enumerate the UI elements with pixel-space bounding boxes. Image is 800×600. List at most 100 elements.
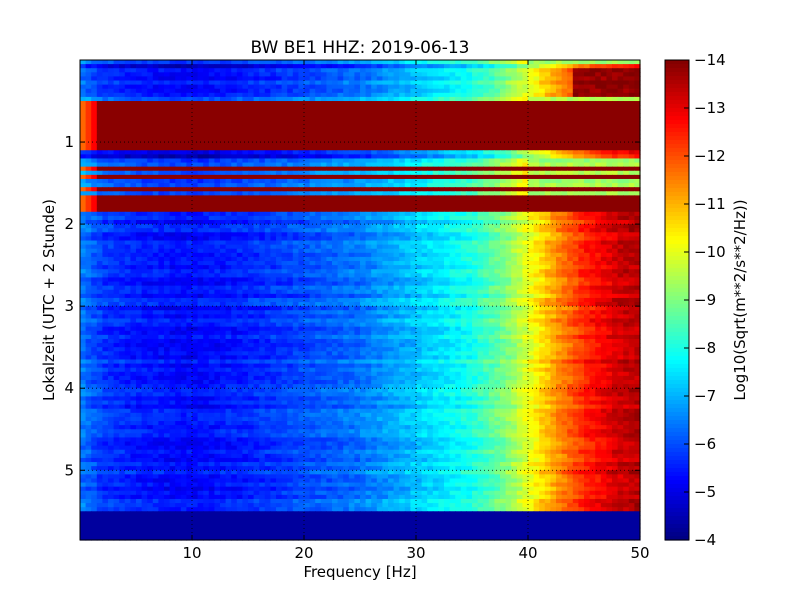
spectrogram-cell	[119, 96, 126, 102]
spectrogram-cell	[276, 178, 283, 184]
spectrogram-cell	[80, 68, 87, 73]
spectrogram-cell	[371, 121, 378, 127]
spectrogram-cell	[533, 68, 540, 73]
spectrogram-cell	[449, 203, 456, 209]
spectrogram-cell	[203, 162, 210, 168]
spectrogram-cell	[522, 195, 529, 201]
spectrogram-cell	[276, 142, 283, 147]
spectrogram-cell	[477, 211, 484, 217]
spectrogram-cell	[404, 142, 411, 147]
spectrogram-cell	[192, 72, 199, 78]
spectrogram-cell	[561, 166, 568, 172]
spectrogram-cell	[472, 240, 479, 246]
spectrogram-cell	[522, 252, 529, 258]
spectrogram-cell	[304, 228, 311, 233]
spectrogram-cell	[248, 137, 255, 143]
spectrogram-cell	[119, 174, 126, 180]
spectrogram-cell	[124, 207, 131, 213]
spectrogram-cell	[472, 113, 479, 119]
spectrogram-cell	[522, 256, 529, 262]
spectrogram-cell	[298, 240, 305, 246]
spectrogram-cell	[399, 105, 406, 110]
spectrogram-cell	[315, 211, 322, 217]
spectrogram-cell	[343, 211, 350, 217]
spectrogram-cell	[315, 215, 322, 221]
spectrogram-cell	[119, 178, 126, 184]
spectrogram-cell	[236, 137, 243, 143]
spectrogram-cell	[152, 129, 159, 135]
spectrogram-cell	[192, 64, 199, 69]
spectrogram-cell	[220, 187, 227, 192]
spectrogram-cell	[388, 72, 395, 78]
spectrogram-cell	[444, 133, 451, 139]
spectrogram-cell	[164, 101, 171, 106]
spectrogram-cell	[231, 191, 238, 196]
spectrogram-cell	[259, 129, 266, 135]
spectrogram-cell	[376, 252, 383, 258]
spectrogram-cell	[130, 162, 137, 168]
spectrogram-cell	[343, 117, 350, 123]
spectrogram-cell	[388, 158, 395, 164]
spectrogram-cell	[264, 109, 271, 114]
spectrogram-cell	[91, 211, 98, 217]
spectrogram-cell	[477, 68, 484, 73]
spectrogram-cell	[427, 60, 434, 65]
spectrogram-cell	[343, 68, 350, 73]
spectrogram-cell	[600, 113, 607, 119]
spectrogram-cell	[343, 207, 350, 213]
spectrogram-cell	[85, 199, 92, 205]
spectrogram-cell	[550, 101, 557, 106]
spectrogram-cell	[634, 72, 641, 78]
spectrogram-cell	[270, 220, 277, 225]
spectrogram-cell	[444, 88, 451, 94]
spectrogram-cell	[253, 137, 260, 143]
spectrogram-cell	[130, 76, 137, 82]
spectrogram-cell	[623, 224, 630, 229]
spectrogram-cell	[259, 199, 266, 205]
spectrogram-cell	[477, 84, 484, 90]
spectrogram-cell	[337, 183, 344, 188]
spectrogram-cell	[180, 187, 187, 192]
spectrogram-cell	[460, 64, 467, 69]
spectrogram-cell	[332, 256, 339, 262]
spectrogram-cell	[488, 199, 495, 205]
spectrogram-cell	[516, 183, 523, 188]
spectrogram-cell	[276, 199, 283, 205]
spectrogram-cell	[180, 228, 187, 233]
spectrogram-cell	[337, 72, 344, 78]
spectrogram-cell	[416, 109, 423, 114]
spectrogram-cell	[539, 170, 546, 176]
spectrogram-cell	[427, 80, 434, 86]
spectrogram-cell	[248, 113, 255, 119]
spectrogram-cell	[276, 252, 283, 258]
spectrogram-cell	[248, 150, 255, 155]
spectrogram-cell	[259, 203, 266, 209]
spectrogram-cell	[533, 207, 540, 213]
spectrogram-cell	[628, 211, 635, 217]
spectrogram-cell	[337, 142, 344, 147]
spectrogram-cell	[96, 162, 103, 168]
spectrogram-cell	[567, 228, 574, 233]
spectrogram-cell	[158, 64, 165, 69]
spectrogram-cell	[119, 109, 126, 114]
spectrogram-cell	[449, 261, 456, 266]
spectrogram-cell	[85, 244, 92, 250]
spectrogram-cell	[360, 137, 367, 143]
spectrogram-cell	[214, 154, 221, 160]
spectrogram-cell	[449, 80, 456, 86]
spectrogram-cell	[332, 121, 339, 127]
spectrogram-cell	[354, 96, 361, 102]
spectrogram-cell	[332, 92, 339, 98]
spectrogram-cell	[348, 162, 355, 168]
spectrogram-cell	[628, 240, 635, 246]
spectrogram-cell	[444, 191, 451, 196]
spectrogram-cell	[584, 88, 591, 94]
spectrogram-cell	[248, 154, 255, 160]
spectrogram-cell	[203, 92, 210, 98]
spectrogram-cell	[567, 133, 574, 139]
spectrogram-cell	[270, 203, 277, 209]
spectrogram-cell	[225, 162, 232, 168]
spectrogram-cell	[130, 96, 137, 102]
spectrogram-cell	[264, 158, 271, 164]
spectrogram-cell	[500, 211, 507, 217]
